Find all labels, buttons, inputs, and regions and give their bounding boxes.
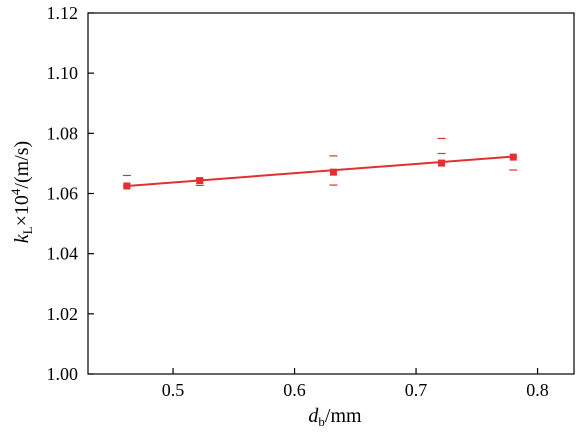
y-axis-label-text: ×10 [11, 195, 33, 226]
x-axis-label-symbol: d [308, 405, 319, 427]
x-axis-ticks: 0.5 0.6 0.7 0.8 [162, 368, 549, 400]
y-tick-label: 1.08 [47, 123, 79, 143]
plot-frame [87, 12, 575, 375]
y-axis-label: kL×104/(m/s) [8, 141, 35, 243]
y-axis-label-unit: /(m/s) [11, 141, 33, 189]
y-tick-label: 1.04 [47, 244, 79, 264]
y-axis-label-symbol: k [11, 233, 33, 243]
y-axis-label-subscript: L [20, 226, 35, 234]
series-1 [122, 137, 518, 190]
y-axis-label-superscript: 4 [8, 188, 23, 195]
y-tick-label: 1.12 [47, 3, 79, 23]
x-axis-label-unit: /mm [325, 405, 362, 427]
data-point [196, 177, 204, 185]
y-tick-label: 1.10 [47, 63, 79, 83]
fit-line [126, 155, 514, 187]
y-tick-label: 1.00 [47, 364, 79, 384]
x-tick-label: 0.6 [283, 380, 306, 400]
data-point [123, 182, 131, 190]
x-tick-label: 0.8 [526, 380, 549, 400]
y-tick-label: 1.02 [47, 304, 79, 324]
data-point [509, 153, 517, 161]
x-axis-label-subscript: b [318, 414, 325, 429]
y-axis-ticks: 1.00 1.02 1.04 1.06 1.08 1.10 1.12 [47, 3, 94, 384]
data-point [329, 168, 337, 176]
x-tick-label: 0.5 [162, 380, 185, 400]
data-point [438, 159, 446, 167]
x-axis-label: db/mm [308, 405, 362, 429]
y-tick-label: 1.06 [47, 184, 79, 204]
x-tick-label: 0.7 [405, 380, 428, 400]
